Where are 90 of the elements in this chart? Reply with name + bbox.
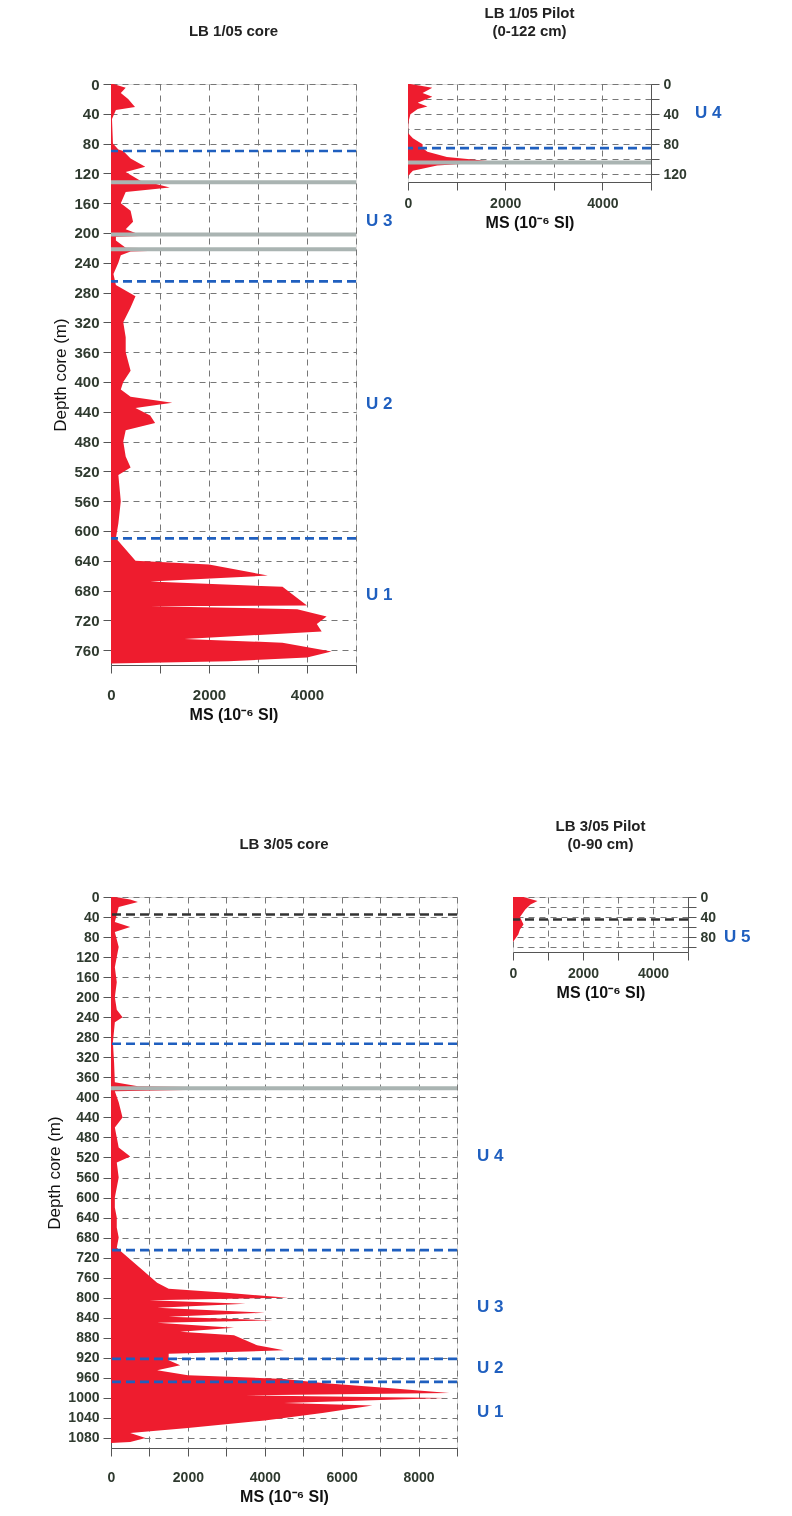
text: U 3 [366,210,393,230]
y-tick-label: 320 [74,313,100,331]
y-tick-label: 520 [74,462,100,480]
y-tick-label: 600 [74,522,100,540]
chart-title: LB 3/05 Pilot [555,817,646,834]
y-tick-label: 40 [700,908,717,925]
y-tick-label: 1040 [68,1409,100,1426]
y-tick-label: 360 [74,343,100,361]
y-tick-label: 80 [82,135,100,153]
x-axis-title: MS (10⁻⁶ SI) [485,213,575,231]
x-tick-label: 8000 [403,1468,435,1485]
text: U 2 [366,393,393,413]
y-tick-label: 400 [74,373,100,391]
y-tick-label: 480 [76,1128,100,1145]
y-tick-label: 280 [76,1028,100,1045]
y-tick-label: 320 [76,1048,100,1065]
y-tick-label: 520 [76,1148,100,1165]
y-tick-label: 200 [74,224,100,242]
y-tick-label: 1000 [68,1389,100,1406]
text: U 5 [724,927,751,947]
y-tick-label: 640 [74,552,100,570]
y-tick-label: 840 [76,1309,100,1326]
y-tick-label: 720 [74,611,100,629]
y-tick-label: 440 [76,1108,100,1125]
text: U 2 [477,1358,504,1378]
y-tick-label: 240 [76,1008,100,1025]
x-tick-label: 4000 [637,964,670,981]
y-tick-label: 40 [663,105,680,122]
y-tick-label: 0 [700,888,709,905]
x-tick-label: 6000 [326,1468,358,1485]
y-tick-label: 880 [76,1329,100,1346]
y-tick-label: 40 [83,908,100,925]
y-tick-label: 480 [74,433,100,451]
x-tick-label: 0 [107,685,116,703]
chart-subtitle: (0-90 cm) [567,835,634,852]
y-tick-label: 800 [76,1289,100,1306]
y-tick-label: 40 [82,105,100,123]
y-tick-label: 120 [76,948,100,965]
x-axis-title: MS (10⁻⁶ SI) [556,983,646,1001]
y-tick-label: 600 [76,1189,100,1206]
text: U 4 [477,1145,504,1165]
y-tick-label: 160 [74,194,100,212]
x-tick-label: 4000 [587,194,619,211]
y-tick-label: 120 [74,164,100,182]
y-tick-label: 560 [76,1169,100,1186]
x-tick-label: 4000 [290,685,325,703]
y-tick-label: 160 [76,968,100,985]
y-axis-title: Depth core (m) [51,318,71,432]
y-tick-label: 560 [74,492,100,510]
text: U 1 [366,585,393,605]
text: U 3 [477,1297,504,1317]
x-tick-label: 0 [509,964,518,981]
y-tick-label: 360 [76,1068,100,1085]
y-tick-label: 80 [663,135,680,152]
x-tick-label: 0 [404,194,413,211]
y-tick-label: 80 [700,928,717,945]
x-tick-label: 2000 [172,1468,205,1485]
x-tick-label: 2000 [490,194,522,211]
y-tick-label: 640 [76,1209,100,1226]
y-tick-label: 0 [663,75,672,92]
x-axis-title: MS (10⁻⁶ SI) [189,705,279,723]
x-tick-label: 0 [107,1468,116,1485]
y-tick-label: 0 [91,888,100,905]
chart-subtitle: (0-122 cm) [492,22,567,39]
y-tick-label: 960 [76,1369,100,1386]
y-tick-label: 0 [91,75,100,93]
y-tick-label: 400 [76,1088,100,1105]
y-tick-label: 1080 [68,1429,100,1446]
y-tick-label: 200 [76,988,100,1005]
y-axis-title: Depth core (m) [45,1116,65,1230]
y-tick-label: 720 [76,1249,100,1266]
x-tick-label: 2000 [567,964,600,981]
y-tick-label: 80 [83,928,100,945]
y-tick-label: 920 [76,1349,100,1366]
y-tick-label: 120 [663,165,688,182]
x-tick-label: 4000 [249,1468,282,1485]
chart-title: LB 3/05 core [239,835,329,852]
x-axis-title: MS (10⁻⁶ SI) [240,1487,329,1505]
y-tick-label: 680 [74,582,100,600]
y-tick-label: 680 [76,1229,100,1246]
chart-title: LB 1/05 core [188,22,279,39]
x-tick-label: 2000 [192,685,227,703]
y-tick-label: 240 [74,254,100,272]
text: U 1 [477,1402,504,1422]
y-tick-label: 760 [74,641,100,659]
y-tick-label: 280 [74,284,100,302]
text: U 4 [695,103,722,123]
y-tick-label: 760 [76,1269,100,1286]
chart-title: LB 1/05 Pilot [484,4,575,21]
y-tick-label: 440 [74,403,100,421]
